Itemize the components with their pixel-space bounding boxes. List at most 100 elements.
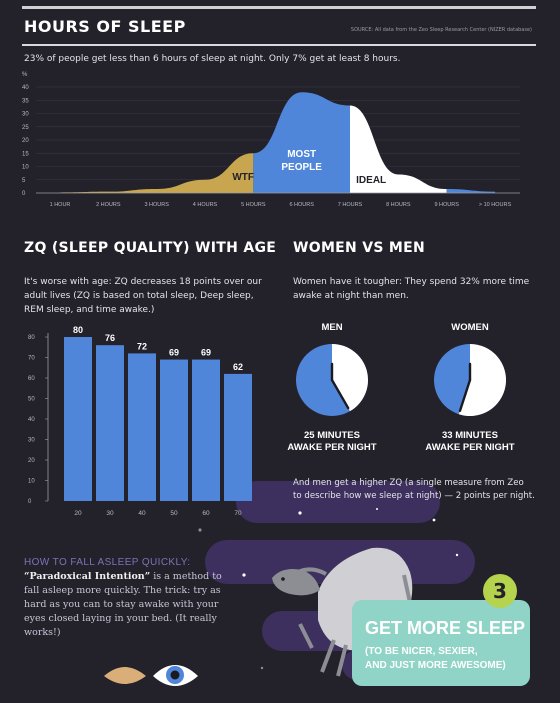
star [242, 573, 246, 577]
x-tick-label: 40 [138, 510, 146, 517]
y-tick-label: 35 [22, 98, 29, 104]
men-caption-line: AWAKE PER NIGHT [287, 442, 377, 453]
sheep-ear [297, 567, 327, 576]
sheep-leg [298, 623, 314, 649]
clock-hand-minute [330, 378, 350, 410]
zq-title: ZQ (SLEEP QUALITY) WITH AGE [24, 240, 277, 256]
men-label: MEN [321, 322, 343, 333]
tip-body: is a method to fall asleep more quickly.… [24, 571, 222, 638]
cta-subtitle-line: AND JUST MORE AWESOME) [365, 660, 506, 671]
x-tick-label: 7 HOURS [338, 202, 363, 208]
star [455, 553, 459, 557]
x-tick-label: 8 HOURS [386, 202, 411, 208]
closed-eye-icon [104, 667, 146, 684]
women-label: WOMEN [451, 322, 489, 333]
sleep-tip: HOW TO FALL ASLEEP QUICKLY: “Paradoxical… [24, 556, 224, 640]
sheep-leg [320, 639, 336, 673]
tip-heading: HOW TO FALL ASLEEP QUICKLY: [24, 557, 191, 568]
sheep-head [272, 569, 320, 596]
y-tick-label: 40 [28, 417, 35, 423]
y-tick-label: 80 [28, 335, 35, 341]
get-more-sleep-panel [352, 600, 530, 686]
region-label-ideal: IDEAL [356, 175, 386, 186]
y-tick-label: 0 [28, 499, 32, 505]
x-tick-label: 30 [106, 510, 114, 517]
x-tick-label: 3 HOURS [144, 202, 169, 208]
gender-text: Women have it tougher: They spend 32% mo… [293, 275, 529, 303]
y-tick-label: 0 [22, 191, 26, 197]
top-rule [22, 6, 536, 9]
x-tick-label: 1 HOUR [50, 202, 71, 208]
bar-value-label: 80 [73, 325, 83, 335]
y-tick-label: 60 [28, 376, 35, 382]
area-region [253, 92, 350, 193]
region-label-most-people: PEOPLE [281, 162, 322, 173]
x-tick-label: 4 HOURS [193, 202, 218, 208]
star [376, 508, 378, 510]
zq-bar [192, 359, 220, 501]
y-tick-label: 30 [28, 438, 35, 444]
gender-title: WOMEN VS MEN [293, 240, 426, 256]
y-tick-label: 70 [28, 356, 35, 362]
x-tick-label: 6 HOURS [289, 202, 314, 208]
region-label-wtf: WTF [232, 172, 254, 183]
zq-text: It's worse with age: ZQ decreases 18 poi… [24, 275, 262, 317]
zq-bar [160, 359, 188, 501]
section-title-hours-of-sleep: HOURS OF SLEEP [24, 17, 186, 36]
number-badge: 3 [483, 574, 517, 608]
y-tick-label: 5 [22, 178, 26, 184]
star [298, 511, 302, 515]
note-line: to describe how we sleep at night) — 2 p… [293, 491, 535, 501]
y-tick-label: 50 [28, 397, 35, 403]
zq-bar [64, 337, 92, 501]
bar-value-label: 62 [233, 362, 243, 372]
clock-hand-minute [458, 378, 472, 413]
cta-title: GET MORE SLEEP [365, 618, 526, 638]
y-tick-label: 40 [22, 85, 29, 91]
men-caption: 25 MINUTES AWAKE PER NIGHT [282, 430, 382, 454]
cloud-1 [236, 481, 440, 523]
cta-subtitle: (TO BE NICER, SEXIER, AND JUST MORE AWES… [365, 645, 506, 673]
x-tick-label: 5 HOURS [241, 202, 266, 208]
area-region [446, 189, 495, 193]
y-tick-label: 20 [22, 138, 29, 144]
y-tick-label: 15 [22, 151, 29, 157]
zq-bar [128, 353, 156, 501]
y-tick-label: 10 [28, 479, 35, 485]
x-tick-label: 20 [74, 510, 82, 517]
y-axis-label: % [22, 72, 28, 78]
region-label-most-people: MOST [287, 149, 316, 160]
zq-gender-note: And men get a higher ZQ (a single measur… [293, 477, 535, 503]
x-tick-label: 9 HOURS [434, 202, 459, 208]
star [198, 528, 202, 532]
star [432, 518, 436, 522]
x-tick-label: 50 [170, 510, 178, 517]
note-line: And men get a higher ZQ (a single measur… [293, 478, 524, 488]
x-tick-label: 60 [202, 510, 210, 517]
pupil [170, 670, 180, 680]
sheep-eye [281, 577, 285, 581]
gender-text-line: Women have it tougher: They spend 32% mo… [293, 277, 530, 287]
men-caption-line: 25 MINUTES [304, 430, 360, 441]
bar-value-label: 72 [137, 341, 147, 351]
x-tick-label: 70 [234, 510, 242, 517]
y-tick-label: 10 [22, 165, 29, 171]
area-region [350, 105, 447, 193]
x-tick-label: 2 HOURS [96, 202, 121, 208]
area-region [60, 153, 254, 193]
gender-text-line: awake at night than men. [293, 291, 409, 301]
bar-value-label: 69 [201, 348, 211, 358]
zq-bar [96, 345, 124, 501]
women-caption-line: 33 MINUTES [442, 430, 498, 441]
zq-text-line: It's worse with age: ZQ decreases 18 poi… [24, 277, 262, 287]
y-tick-label: 25 [22, 125, 29, 131]
x-tick-label: > 10 HOURS [479, 202, 512, 208]
cta-subtitle-line: (TO BE NICER, SEXIER, [365, 646, 478, 657]
women-caption-line: AWAKE PER NIGHT [425, 442, 515, 453]
hours-subtitle: 23% of people get less than 6 hours of s… [24, 54, 401, 64]
zq-text-line: adult lives (ZQ is based on total sleep,… [24, 291, 254, 301]
